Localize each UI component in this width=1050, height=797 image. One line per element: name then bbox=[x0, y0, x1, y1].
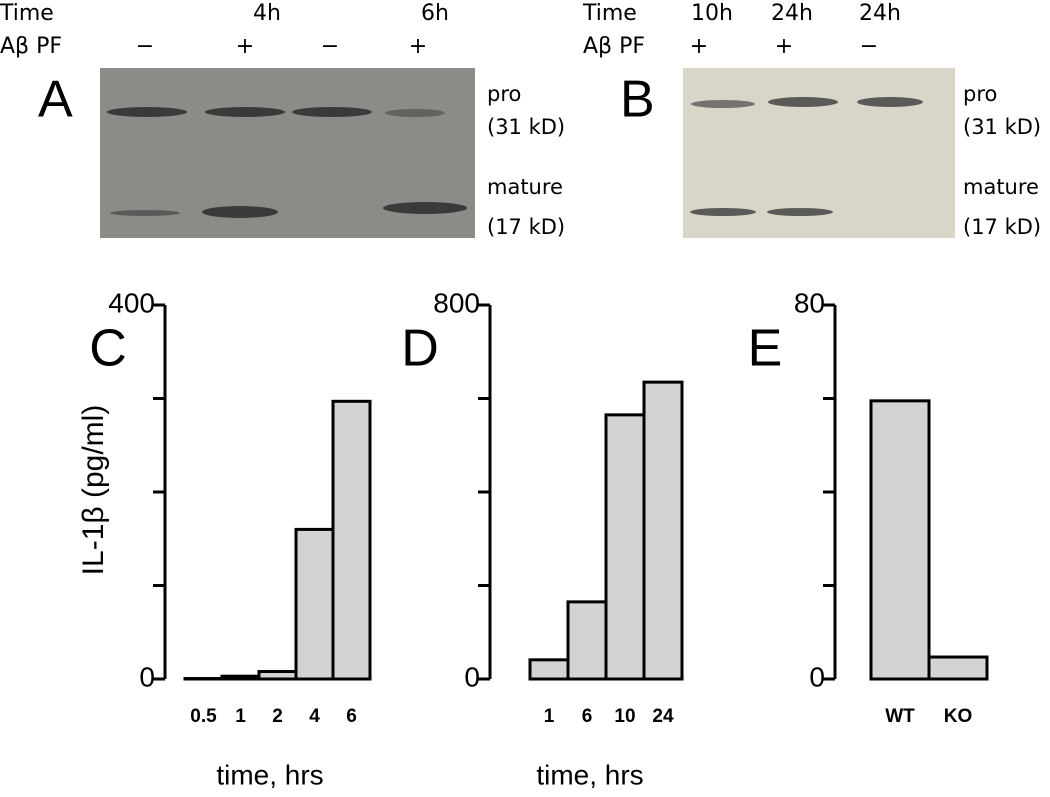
x-tick-label: 2 bbox=[272, 706, 283, 727]
panel-letter: A bbox=[38, 71, 73, 129]
band-size: (17 kD) bbox=[963, 215, 1041, 239]
time-label: Time bbox=[0, 1, 54, 26]
treatment-sign: + bbox=[690, 34, 708, 59]
x-tick-label: KO bbox=[944, 706, 973, 727]
treatment-sign: + bbox=[236, 34, 254, 59]
y-tick-label: 80 bbox=[794, 287, 825, 318]
treatment-label: Aβ PF bbox=[0, 34, 62, 59]
band-name: pro bbox=[963, 82, 997, 106]
bar bbox=[528, 658, 570, 681]
y-axis-label: IL-1β (pg/ml) bbox=[77, 405, 110, 576]
treatment-sign: + bbox=[409, 34, 427, 59]
x-tick-label: 0.5 bbox=[190, 706, 217, 727]
blot-bands bbox=[690, 97, 923, 216]
time-value: 24h bbox=[859, 1, 901, 26]
y-tick-label: 0 bbox=[139, 661, 155, 692]
panel-letter: B bbox=[620, 71, 655, 129]
treatment-sign: − bbox=[321, 34, 339, 59]
treatment-sign: − bbox=[860, 34, 878, 59]
x-axis-label: time, hrs bbox=[536, 759, 643, 790]
band-name: mature bbox=[963, 175, 1039, 199]
x-tick-label: WT bbox=[885, 706, 915, 727]
band-name: pro bbox=[487, 82, 521, 106]
y-tick-label: 800 bbox=[433, 287, 480, 318]
bar bbox=[294, 527, 335, 681]
panel-letter: C bbox=[89, 320, 127, 378]
time-value: 10h bbox=[691, 1, 733, 26]
x-tick-label: 6 bbox=[582, 706, 593, 727]
x-tick-label: 4 bbox=[309, 706, 320, 727]
bar bbox=[257, 670, 298, 681]
bar bbox=[927, 655, 989, 681]
x-tick-label: 10 bbox=[614, 706, 635, 727]
bar bbox=[604, 413, 646, 681]
blot-bands bbox=[107, 107, 467, 218]
bar bbox=[869, 399, 931, 681]
treatment-label: Aβ PF bbox=[583, 34, 645, 59]
treatment-sign: − bbox=[136, 34, 154, 59]
treatment-sign: + bbox=[775, 34, 793, 59]
time-value: 24h bbox=[771, 1, 813, 26]
x-tick-label: 1 bbox=[235, 706, 246, 727]
time-label: Time bbox=[582, 1, 637, 26]
x-axis-label: time, hrs bbox=[216, 759, 323, 790]
x-tick-label: 1 bbox=[544, 706, 555, 727]
blot-b: Time 10h 24h 24h Aβ PF + + − B pro (31 k… bbox=[582, 1, 1041, 239]
y-tick-label: 400 bbox=[108, 287, 155, 318]
band-size: (31 kD) bbox=[487, 115, 565, 139]
y-tick-label: 0 bbox=[809, 661, 825, 692]
band-size: (17 kD) bbox=[487, 215, 565, 239]
x-tick-label: 6 bbox=[346, 706, 357, 727]
band-size: (31 kD) bbox=[963, 115, 1041, 139]
x-tick-label: 24 bbox=[652, 706, 674, 727]
band-name: mature bbox=[487, 175, 563, 199]
panel-letter: E bbox=[748, 320, 783, 378]
y-tick-label: 0 bbox=[464, 661, 480, 692]
bar bbox=[566, 600, 608, 681]
bar bbox=[642, 380, 684, 681]
blot-a: Time 4h 6h Aβ PF − + − + A pro (31 kD) m… bbox=[0, 1, 565, 239]
bar bbox=[220, 674, 261, 681]
panel-letter: D bbox=[401, 320, 439, 378]
time-value: 4h bbox=[253, 1, 281, 26]
time-value: 6h bbox=[421, 1, 449, 26]
bar bbox=[331, 399, 372, 681]
